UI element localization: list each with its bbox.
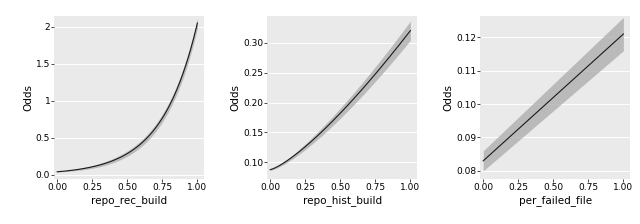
Y-axis label: Odds: Odds bbox=[23, 84, 33, 111]
Y-axis label: Odds: Odds bbox=[444, 84, 453, 111]
X-axis label: per_failed_file: per_failed_file bbox=[519, 195, 592, 206]
X-axis label: repo_hist_build: repo_hist_build bbox=[303, 195, 382, 206]
Y-axis label: Odds: Odds bbox=[230, 84, 241, 111]
X-axis label: repo_rec_build: repo_rec_build bbox=[92, 195, 168, 206]
